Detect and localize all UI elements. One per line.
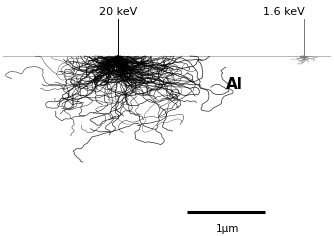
Text: Al: Al [226,77,243,92]
Text: 1.6 keV: 1.6 keV [263,7,305,17]
Text: 1μm: 1μm [216,224,239,234]
Text: 20 keV: 20 keV [99,7,137,17]
